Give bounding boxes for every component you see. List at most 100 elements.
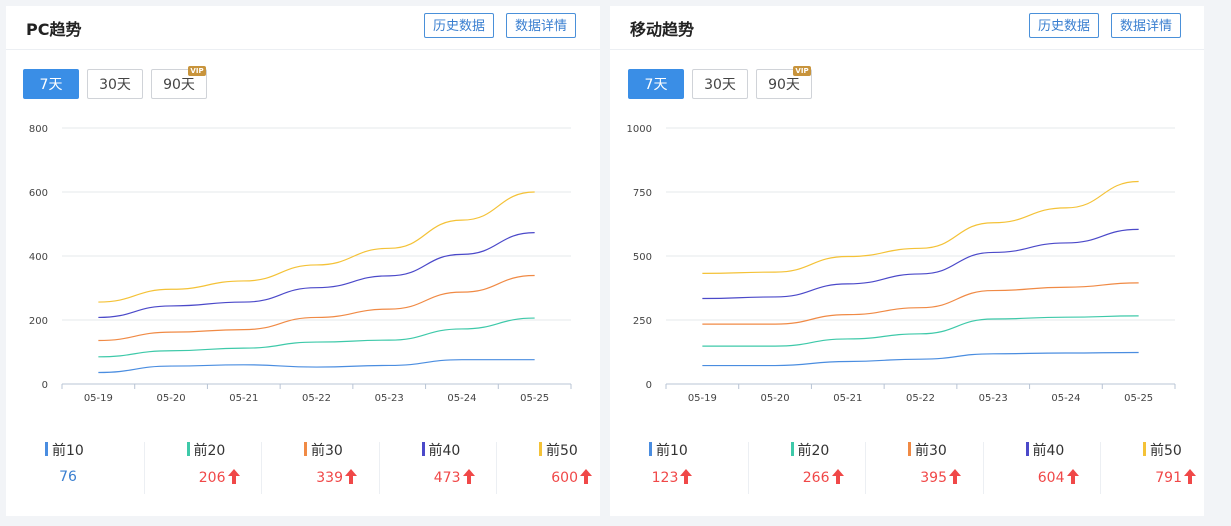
legend-color-marker [790, 442, 794, 456]
legend-label: 前40 [428, 443, 461, 459]
up-arrow-icon [227, 469, 240, 484]
series-line-1 [702, 351, 1139, 367]
x-tick-label: 05-24 [1051, 393, 1080, 404]
legend-color-marker [45, 442, 48, 456]
legend-item[interactable]: 前20 206 [143, 438, 262, 494]
range-30-days-button[interactable]: 30天 [692, 69, 748, 99]
x-tick-label: 05-19 [84, 393, 113, 404]
series-line-3 [98, 274, 535, 342]
vip-badge: VIP [188, 66, 206, 76]
legend-value-group: 604 [983, 469, 1079, 486]
legend-label: 前30 [311, 443, 343, 459]
y-tick-label: 1000 [627, 124, 652, 135]
legend-item[interactable]: 前10 76 [26, 438, 144, 494]
legend-divider [1100, 442, 1101, 494]
legend-label: 前20 [797, 443, 830, 459]
legend-item[interactable]: 前30 395 [865, 438, 983, 494]
legend-divider [747, 442, 749, 494]
legend-color-marker [1025, 442, 1029, 456]
panel-title: 移动趋势 [630, 20, 695, 39]
legend-value: 339 [316, 470, 343, 486]
up-arrow-icon [949, 469, 961, 484]
legend-label: 前10 [52, 443, 84, 459]
series-line-2 [98, 317, 535, 358]
legend-item[interactable]: 前30 339 [261, 438, 379, 494]
pc-trend-panel: PC趋势 历史数据 数据详情 7天 30天 90天 VIP 0 200 400 600… [6, 6, 600, 516]
x-tick-label: 05-23 [375, 393, 404, 404]
legend-item[interactable]: 前10 123 [630, 438, 748, 494]
legend-value-group: 123 [644, 469, 700, 486]
legend-item[interactable]: 前20 266 [747, 438, 866, 494]
up-arrow-icon [1066, 469, 1079, 484]
legend-color-marker [421, 442, 425, 456]
history-data-button[interactable]: 历史数据 [424, 13, 495, 38]
legend-value: 206 [198, 470, 226, 486]
up-arrow-icon [831, 469, 844, 484]
range-30-days-button[interactable]: 30天 [87, 69, 143, 99]
legend-color-marker [1143, 442, 1146, 456]
mobile-legend: 前10 123 前20 266 前30 395 前40 604 前50 791 [610, 438, 1204, 494]
x-tick-label: 05-20 [157, 393, 186, 404]
panel-header: 移动趋势 历史数据 数据详情 [610, 6, 1204, 50]
series-line-5 [702, 180, 1139, 275]
range-7-days-button[interactable]: 7天 [23, 69, 79, 99]
legend-color-marker [186, 442, 190, 456]
legend-item[interactable]: 前40 473 [378, 438, 497, 494]
legend-value: 791 [1155, 470, 1182, 486]
legend-label: 前50 [1150, 443, 1182, 459]
x-tick-label: 05-19 [688, 393, 717, 404]
y-tick-label: 250 [633, 316, 652, 327]
y-tick-label: 200 [29, 316, 48, 327]
y-tick-label: 400 [29, 252, 48, 263]
legend-item[interactable]: 前50 600 [496, 438, 614, 494]
legend-color-marker [539, 442, 542, 456]
legend-divider [982, 442, 984, 494]
series-line-2 [702, 315, 1139, 347]
legend-divider [143, 442, 145, 494]
panel-header: PC趋势 历史数据 数据详情 [6, 6, 600, 50]
legend-divider [496, 442, 497, 494]
data-detail-button[interactable]: 数据详情 [506, 13, 577, 38]
y-tick-label: 800 [29, 124, 48, 135]
mobile-trend-panel: 移动趋势 历史数据 数据详情 7天 30天 90天 VIP 0 250 500 750… [610, 6, 1204, 516]
up-arrow-icon [580, 469, 592, 484]
x-tick-label: 05-20 [761, 393, 790, 404]
legend-label: 前40 [1032, 443, 1065, 459]
legend-value-group: 395 [865, 469, 961, 486]
legend-color-marker [304, 442, 307, 456]
pc-line-chart: 0 200 400 600 800 05-19 05-20 05-21 05-22 05-23 05… [29, 124, 572, 404]
range-90-days-button[interactable]: 90天 VIP [756, 66, 812, 99]
legend-label: 前20 [193, 443, 226, 459]
y-tick-label: 0 [646, 380, 652, 391]
range-label: 90天 [163, 77, 195, 93]
up-arrow-icon [462, 469, 475, 484]
y-tick-label: 750 [633, 188, 652, 199]
legend-value: 266 [802, 470, 830, 486]
history-data-button[interactable]: 历史数据 [1029, 13, 1100, 38]
legend-value-group: 600 [496, 469, 592, 486]
legend-divider [378, 442, 380, 494]
legend-item[interactable]: 前40 604 [982, 438, 1101, 494]
x-tick-label: 05-25 [520, 393, 549, 404]
data-detail-button[interactable]: 数据详情 [1111, 13, 1182, 38]
legend-label: 前10 [656, 443, 688, 459]
series-line-4 [98, 232, 535, 319]
legend-label: 前30 [915, 443, 947, 459]
legend-item[interactable]: 前50 791 [1100, 438, 1218, 494]
x-tick-label: 05-21 [229, 393, 258, 404]
legend-value-group: 791 [1100, 469, 1196, 486]
legend-value-group: 473 [379, 469, 475, 486]
range-7-days-button[interactable]: 7天 [628, 69, 684, 99]
mobile-line-chart: 0 250 500 750 1000 05-19 05-20 05-21 05-22 05-23 0… [627, 124, 1176, 404]
x-tick-label: 05-24 [447, 393, 476, 404]
legend-label: 前50 [546, 443, 578, 459]
panel-title: PC趋势 [26, 20, 82, 39]
legend-value-group: 206 [144, 469, 240, 486]
legend-divider [865, 442, 866, 494]
y-tick-label: 600 [29, 188, 48, 199]
series-line-1 [98, 359, 535, 374]
y-tick-label: 0 [42, 380, 48, 391]
legend-value: 473 [433, 470, 461, 486]
legend-divider [261, 442, 262, 494]
range-90-days-button[interactable]: 90天 VIP [151, 66, 207, 99]
